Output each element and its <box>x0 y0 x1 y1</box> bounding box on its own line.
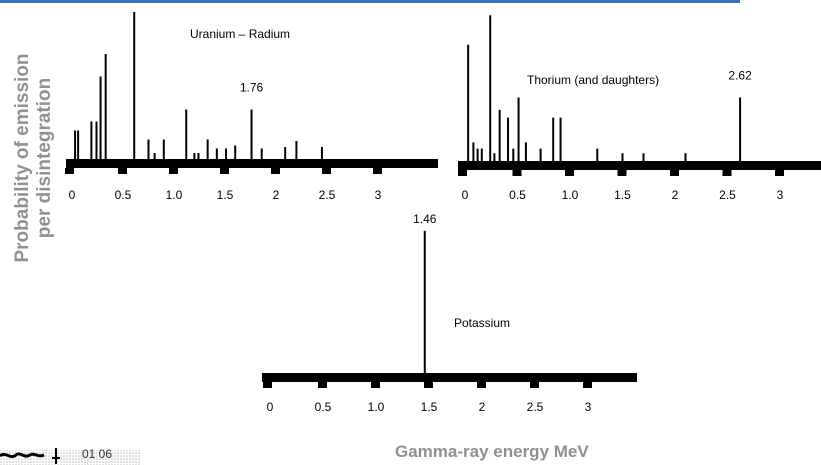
thorium-tick-mark <box>775 170 784 176</box>
thorium-axis-bar <box>458 161 821 170</box>
y-axis-label-line-1: Probability of emission <box>12 53 33 263</box>
thorium-tick-mark <box>565 170 574 176</box>
uranium-x-tick-label: 0 <box>69 188 76 202</box>
thorium-x-tick-label: 1.0 <box>562 188 579 202</box>
potassium-x-tick-label: 0 <box>267 400 274 414</box>
uranium-x-tick-label: 2 <box>273 188 280 202</box>
y-axis-label-line-2: per disintegration <box>34 77 55 239</box>
uranium-x-tick-label: 1.5 <box>217 188 234 202</box>
uranium-x-tick-label: 0.5 <box>115 188 132 202</box>
thorium-panel: 0 0.5 1.0 1.5 2 2.5 3 Thorium (and daughters) 2.… <box>458 15 821 202</box>
potassium-panel-title: Potassium <box>454 316 510 330</box>
potassium-tick-mark <box>477 382 486 388</box>
uranium-tick-mark <box>373 168 382 174</box>
uranium-tick-mark <box>271 168 280 174</box>
thorium-tick-mark <box>512 170 522 176</box>
thorium-x-tick-label: 0 <box>462 188 469 202</box>
potassium-tick-mark <box>583 382 592 388</box>
potassium-x-tick-label: 2.5 <box>527 400 544 414</box>
thorium-x-tick-label: 1.5 <box>614 188 631 202</box>
thorium-tick-mark <box>617 170 627 176</box>
uranium-radium-panel: 0 0.5 1.0 1.5 2 2.5 3 Uranium – Radium 1.76 <box>65 12 438 202</box>
uranium-tick-mark <box>65 168 74 174</box>
potassium-x-tick-label: 3 <box>585 400 592 414</box>
uranium-peak-label: 1.76 <box>240 81 264 95</box>
potassium-x-tick-label: 2 <box>479 400 486 414</box>
thorium-tick-mark <box>722 170 732 176</box>
uranium-panel-title: Uranium – Radium <box>190 27 290 41</box>
thorium-x-tick-label: 0.5 <box>509 188 526 202</box>
uranium-tick-mark <box>118 168 127 174</box>
uranium-x-tick-label: 2.5 <box>319 188 336 202</box>
potassium-tick-mark <box>530 382 539 388</box>
uranium-tick-mark <box>220 168 229 174</box>
potassium-tick-mark <box>371 382 380 388</box>
thorium-x-tick-label: 3 <box>777 188 784 202</box>
y-axis-label: Probability of emission per disintegrati… <box>12 28 62 288</box>
uranium-axis-bar <box>66 159 438 168</box>
x-axis-label: Gamma-ray energy MeV <box>395 442 589 461</box>
uranium-x-tick-label: 1.0 <box>166 188 183 202</box>
potassium-x-tick-label: 1.5 <box>421 400 438 414</box>
footer-logo-graphic <box>0 448 140 465</box>
thorium-peak-label: 2.62 <box>728 68 752 82</box>
thorium-panel-title: Thorium (and daughters) <box>527 73 659 87</box>
potassium-tick-mark <box>318 382 327 388</box>
potassium-tick-mark <box>424 382 433 388</box>
top-accent-bar <box>0 0 740 3</box>
thorium-x-tick-label: 2.5 <box>719 188 736 202</box>
uranium-x-tick-label: 3 <box>375 188 382 202</box>
thorium-tick-mark <box>670 170 679 176</box>
thorium-x-tick-label: 2 <box>672 188 679 202</box>
thorium-tick-mark <box>458 170 467 176</box>
uranium-tick-mark <box>169 168 178 174</box>
potassium-x-tick-label: 0.5 <box>315 400 332 414</box>
footer-text: 01 06 <box>82 447 113 461</box>
potassium-peak-label: 1.46 <box>413 212 437 226</box>
potassium-axis-bar <box>262 373 637 382</box>
uranium-tick-mark <box>322 168 331 174</box>
potassium-tick-mark <box>263 382 272 388</box>
potassium-panel: 0 0.5 1.0 1.5 2 2.5 3 Potassium 1.46 <box>262 212 637 414</box>
potassium-x-tick-label: 1.0 <box>368 400 385 414</box>
